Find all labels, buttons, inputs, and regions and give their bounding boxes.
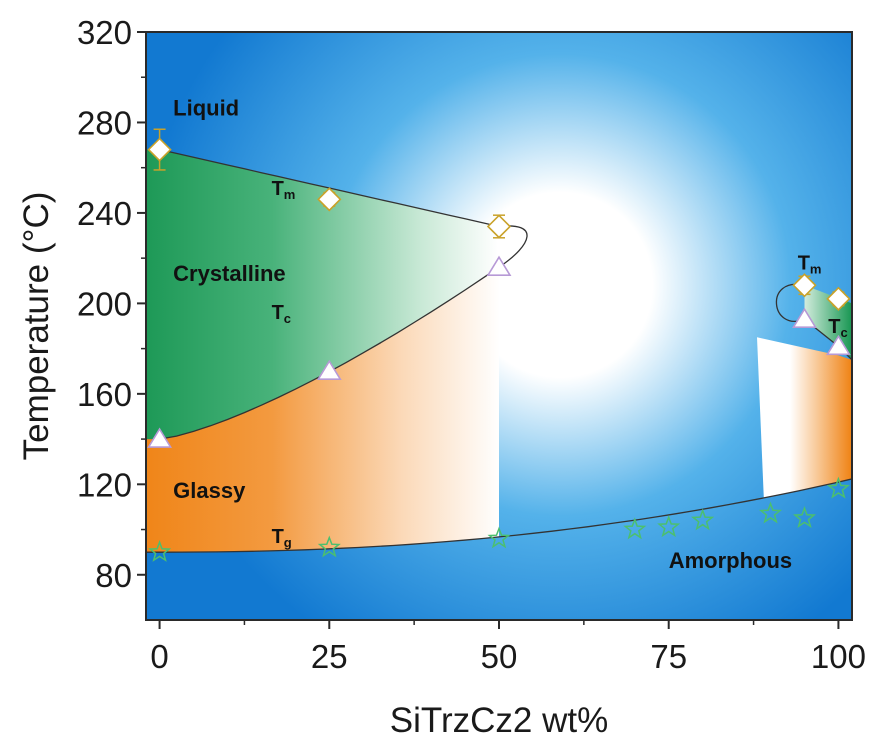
glass-transition-marker: [657, 515, 681, 538]
curve-label-subscript: c: [840, 325, 847, 340]
glass-transition-marker: [487, 526, 511, 549]
tm-tc-join-right: [775, 283, 805, 322]
crystallization-marker: [316, 359, 342, 381]
curve-label: Tg: [272, 526, 292, 550]
glass-transition-marker: [317, 535, 341, 558]
curve-label-main: T: [272, 302, 284, 324]
curve-label-subscript: m: [284, 187, 296, 202]
curve-label-main: T: [272, 178, 284, 200]
glass-transition-marker: [623, 517, 647, 540]
x-tick-label: 100: [811, 638, 866, 675]
crystallization-marker: [147, 427, 173, 448]
glassy-region: [146, 267, 499, 553]
crystallization-marker: [825, 334, 851, 356]
melting-point-marker: [826, 286, 851, 311]
y-tick-label: 280: [77, 104, 132, 141]
y-axis-title: Temperature (°C): [17, 192, 56, 461]
curve-label-subscript: c: [284, 311, 291, 326]
glass-transition-marker: [826, 476, 850, 499]
glass-transition-marker: [792, 506, 817, 529]
crystallization-marker: [486, 255, 512, 277]
curve-label: Tc: [272, 302, 291, 326]
y-tick-label: 120: [77, 466, 132, 503]
y-tick-label: 200: [77, 285, 132, 322]
region-labels: LiquidCrystallineGlassyAmorphousTmTcTgTm…: [173, 96, 848, 573]
crystallization-marker: [792, 307, 817, 329]
phase-regions: [146, 32, 852, 620]
x-tick-label: 0: [150, 638, 168, 675]
melting-point-marker: [792, 273, 817, 298]
region-label: Glassy: [173, 478, 246, 503]
region-label: Crystalline: [173, 261, 286, 286]
y-tick-label: 240: [77, 195, 132, 232]
glass-transition-marker: [148, 540, 172, 562]
data-markers: [147, 137, 851, 562]
x-axis-title: SiTrzCz2 wt%: [390, 701, 608, 740]
curve-label-subscript: g: [284, 535, 292, 550]
tg-curve: [146, 478, 852, 553]
x-tick-label: 25: [311, 638, 348, 675]
curve-label: Tm: [798, 252, 822, 276]
y-tick-label: 80: [95, 557, 132, 594]
glass-transition-marker: [691, 508, 715, 531]
glass-transition-marker: [758, 501, 783, 524]
glassy-region-right: [757, 337, 852, 498]
melting-point-marker: [317, 187, 342, 212]
x-tick-label: 50: [481, 638, 518, 675]
curve-label-main: T: [272, 526, 284, 548]
x-tick-label: 75: [650, 638, 687, 675]
melting-point-marker: [486, 214, 512, 239]
curve-label: Tc: [828, 316, 847, 340]
y-tick-label: 320: [77, 14, 132, 51]
melting-point-marker: [147, 137, 172, 162]
axes: 0 25 50 75 100 80 120 160 200 240 280 320: [77, 14, 866, 675]
curve-label-main: T: [828, 316, 840, 338]
region-label: Liquid: [173, 96, 239, 121]
region-label: Amorphous: [669, 548, 792, 573]
curve-label-subscript: m: [810, 261, 822, 276]
curve-label-main: T: [798, 252, 810, 274]
crystalline-region: [146, 149, 499, 440]
curve-label: Tm: [272, 178, 296, 202]
y-tick-label: 160: [77, 376, 132, 413]
